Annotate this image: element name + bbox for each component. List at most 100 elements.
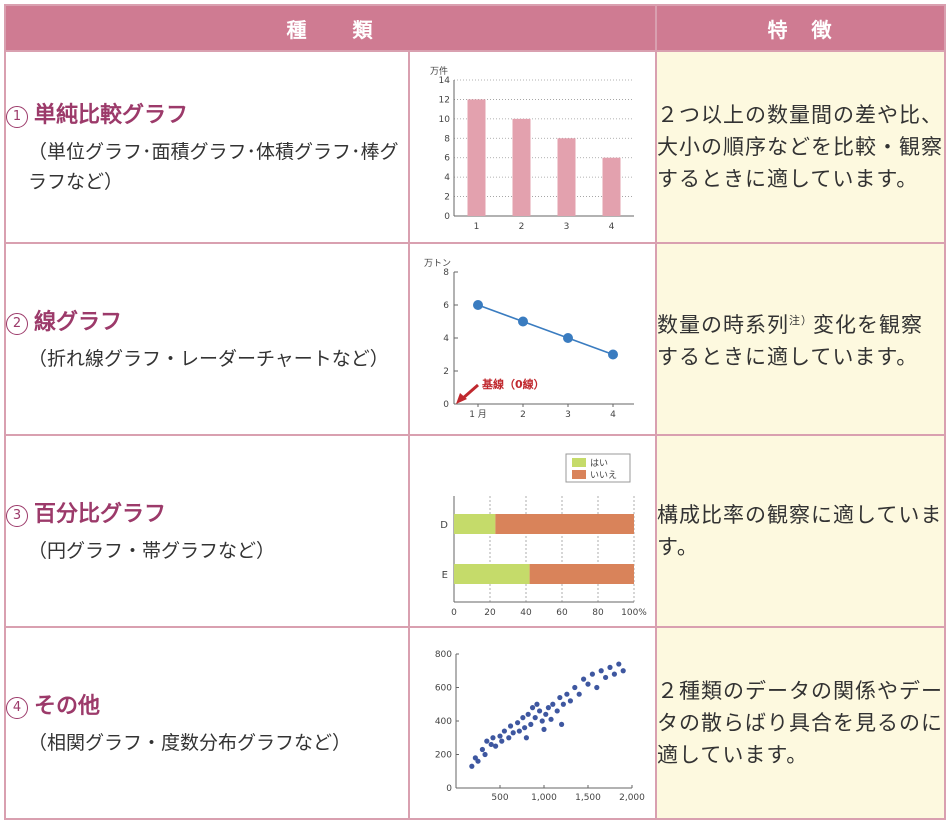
data-point <box>537 708 543 714</box>
table-row: 2 線グラフ （折れ線グラフ・レーダーチャートなど） 万トン 0 2 4 6 8 1 月 2 3 4… <box>4 242 946 436</box>
data-point <box>520 715 526 721</box>
data-point <box>488 741 494 748</box>
bar-segment <box>495 514 634 534</box>
data-point <box>543 711 549 717</box>
data-point <box>564 691 570 697</box>
data-point <box>484 738 490 744</box>
row-number: 1 <box>6 106 28 128</box>
y-axis-label: 万トン <box>424 259 451 269</box>
x-tick-label: 500 <box>491 793 508 803</box>
data-point <box>516 728 522 734</box>
data-point <box>523 735 529 741</box>
y-tick-label: 10 <box>439 115 451 125</box>
type-examples: （円グラフ・帯グラフなど） <box>28 540 276 562</box>
bar <box>467 99 486 216</box>
x-tick-label: 2 <box>519 222 525 232</box>
type-cell: 1 単純比較グラフ （単位グラフ･面積グラフ･体積グラフ･棒グラフなど） <box>4 50 410 244</box>
legend-label: いいえ <box>590 470 617 481</box>
y-tick-label: 12 <box>439 95 450 105</box>
header-feature: 特 徴 <box>655 4 946 52</box>
annotation-arrowhead <box>456 393 467 404</box>
data-point <box>603 674 609 681</box>
data-point <box>539 718 545 724</box>
data-point <box>616 661 622 667</box>
legend-swatch <box>572 458 586 467</box>
data-point <box>581 676 587 682</box>
data-point <box>554 708 560 714</box>
data-point <box>532 715 538 721</box>
data-point <box>499 738 505 744</box>
data-point <box>528 721 534 727</box>
legend-swatch <box>572 470 586 479</box>
y-axis-label: 万件 <box>430 65 448 77</box>
bar <box>602 157 621 216</box>
data-point <box>576 691 582 697</box>
data-point <box>475 758 481 764</box>
data-point <box>611 671 617 677</box>
data-point <box>589 671 595 677</box>
chart-cell: 万件 0 2 4 6 8 10 12 14 1 2 3 4 <box>408 50 657 244</box>
y-tick-label: 200 <box>435 751 452 761</box>
data-point <box>493 743 499 749</box>
row-number: 3 <box>6 505 28 527</box>
legend-label: はい <box>590 458 608 469</box>
type-examples: （相関グラフ・度数分布グラフなど） <box>28 732 352 754</box>
x-tick-label: 20 <box>484 608 496 618</box>
data-point <box>522 725 528 731</box>
chart-cell: 0 200 400 600 800 500 1,000 1,500 2,000 <box>408 626 657 820</box>
y-tick-label: 0 <box>443 400 449 410</box>
data-point <box>507 723 514 729</box>
footnote-marker: 注） <box>789 314 813 327</box>
x-tick-label: 1 月 <box>469 409 487 420</box>
data-point <box>567 698 573 704</box>
x-tick-label: 4 <box>609 222 615 232</box>
type-name: 1 単純比較グラフ <box>6 97 408 129</box>
series-line <box>477 304 614 356</box>
x-tick-label: 1,000 <box>531 793 557 803</box>
data-point <box>608 349 618 360</box>
data-point <box>559 721 565 727</box>
data-point <box>529 705 536 711</box>
y-tick-label: 8 <box>444 134 450 144</box>
x-tick-label: 60 <box>556 608 568 618</box>
data-point <box>506 735 512 741</box>
data-point <box>620 668 626 674</box>
data-point <box>563 333 573 343</box>
data-point <box>594 684 600 691</box>
data-point <box>572 684 578 691</box>
data-point <box>534 701 540 707</box>
type-examples: （単位グラフ･面積グラフ･体積グラフ･棒グラフなど） <box>28 141 399 193</box>
bar-segment <box>454 514 496 534</box>
bar <box>557 138 576 216</box>
data-point <box>473 300 483 310</box>
type-examples: （折れ線グラフ・レーダーチャートなど） <box>28 348 389 370</box>
chart-cell: はい いいえ D E 0 20 40 60 80 100% <box>408 434 657 628</box>
data-point <box>585 681 591 687</box>
row-number: 4 <box>6 697 28 719</box>
y-category-label: D <box>440 520 448 531</box>
x-tick-label: 1,500 <box>575 793 601 803</box>
scatter-chart: 0 200 400 600 800 500 1,000 1,500 2,000 <box>435 650 645 803</box>
x-tick-label: 2,000 <box>619 793 645 803</box>
data-point <box>469 763 475 769</box>
x-tick-label: 80 <box>592 608 604 618</box>
data-point <box>557 694 563 701</box>
y-tick-label: 800 <box>435 650 452 660</box>
y-tick-label: 2 <box>443 367 449 377</box>
x-tick-label: 100% <box>621 608 647 618</box>
type-name: 3 百分比グラフ <box>6 496 408 528</box>
data-point <box>515 720 521 726</box>
data-point <box>479 746 485 753</box>
graph-types-table: 種 類 特 徴 1 単純比較グラフ （単位グラフ･面積グラフ･体積グラフ･棒グラフ… <box>4 4 946 820</box>
header-type: 種 類 <box>4 4 657 52</box>
data-point <box>501 728 507 734</box>
table-row: 4 その他 （相関グラフ・度数分布グラフなど） 0 200 400 600 800 500 1… <box>4 626 946 820</box>
y-category-label: E <box>442 570 448 581</box>
bar-segment <box>454 564 530 584</box>
type-cell: 3 百分比グラフ （円グラフ・帯グラフなど） <box>4 434 410 628</box>
annotation-arrow <box>461 383 479 401</box>
data-point <box>598 668 604 674</box>
bar <box>512 118 531 216</box>
